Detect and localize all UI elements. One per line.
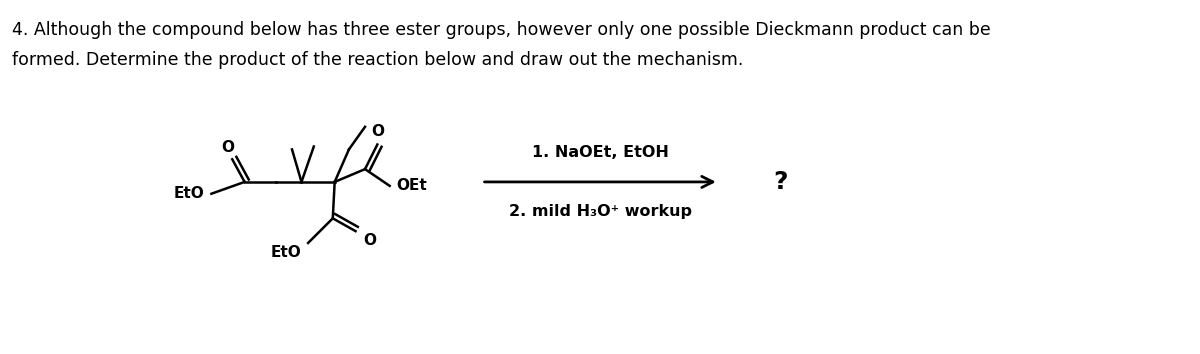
Text: ?: ? [773, 170, 787, 194]
Text: 1. NaOEt, EtOH: 1. NaOEt, EtOH [532, 145, 668, 160]
Text: O: O [221, 140, 234, 155]
Text: formed. Determine the product of the reaction below and draw out the mechanism.: formed. Determine the product of the rea… [12, 51, 744, 69]
Text: 4. Although the compound below has three ester groups, however only one possible: 4. Although the compound below has three… [12, 22, 991, 40]
Text: O: O [371, 124, 384, 139]
Text: 2. mild H₃O⁺ workup: 2. mild H₃O⁺ workup [509, 204, 691, 218]
Text: O: O [364, 233, 376, 248]
Text: OEt: OEt [396, 178, 427, 193]
Text: EtO: EtO [271, 245, 301, 260]
Text: EtO: EtO [174, 186, 205, 201]
